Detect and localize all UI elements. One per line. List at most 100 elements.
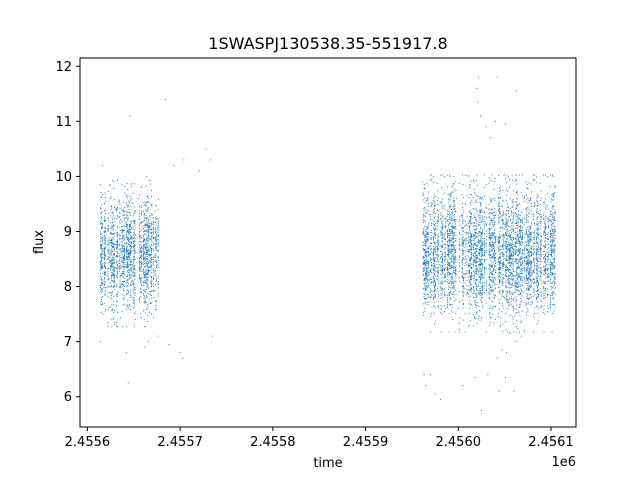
data-point: [101, 282, 104, 284]
data-point: [103, 216, 106, 218]
data-point: [507, 282, 509, 284]
data-point: [462, 222, 464, 224]
data-point: [458, 245, 460, 247]
data-point: [469, 215, 471, 218]
data-point: [458, 322, 461, 324]
data-point: [114, 309, 116, 311]
data-point: [139, 255, 141, 257]
data-point: [509, 274, 511, 276]
data-point: [489, 250, 491, 252]
data-point: [483, 252, 485, 254]
data-point: [423, 257, 426, 259]
data-point: [109, 261, 111, 263]
data-point: [157, 250, 159, 252]
data-point: [111, 262, 113, 264]
data-point: [488, 284, 490, 286]
data-point: [100, 255, 102, 257]
data-point: [503, 237, 505, 239]
data-point: [112, 222, 114, 224]
data-point: [493, 289, 495, 291]
data-point: [103, 284, 106, 286]
data-point: [514, 253, 516, 255]
data-point: [102, 296, 104, 298]
data-point: [472, 254, 474, 256]
data-point: [505, 270, 507, 272]
data-point: [507, 281, 510, 283]
data-point: [512, 246, 514, 248]
data-point: [146, 308, 148, 310]
data-point: [101, 291, 103, 293]
data-point: [422, 219, 424, 221]
data-point: [489, 222, 491, 224]
data-point: [510, 278, 513, 280]
data-point: [451, 278, 453, 280]
data-point: [130, 238, 133, 240]
data-point: [453, 247, 455, 249]
data-point: [426, 209, 428, 211]
data-point: [142, 239, 144, 241]
data-point: [435, 283, 437, 285]
data-point: [148, 208, 150, 210]
data-point: [133, 262, 135, 264]
data-point: [479, 197, 481, 199]
data-point: [440, 270, 442, 272]
data-point: [512, 240, 514, 242]
data-point: [126, 217, 128, 219]
data-point: [453, 218, 455, 220]
data-point: [433, 210, 435, 212]
data-point: [100, 296, 103, 298]
data-point: [112, 272, 114, 274]
data-point: [436, 277, 438, 279]
data-point: [111, 250, 114, 252]
data-point: [127, 270, 129, 272]
data-point: [474, 317, 476, 320]
data-point: [155, 264, 158, 266]
data-point: [123, 273, 125, 275]
data-point: [488, 234, 490, 237]
data-point: [155, 232, 157, 234]
data-point: [127, 188, 129, 191]
data-point: [507, 278, 509, 280]
data-point: [472, 271, 475, 273]
data-point: [134, 222, 136, 224]
data-point: [132, 202, 134, 205]
data-point: [455, 237, 457, 239]
data-point: [489, 238, 491, 240]
data-point: [432, 227, 434, 229]
data-point: [489, 217, 491, 219]
data-point: [116, 209, 118, 211]
data-point: [143, 216, 145, 219]
data-point: [132, 227, 134, 229]
data-point: [107, 296, 109, 298]
data-point: [147, 230, 149, 232]
data-point: [489, 197, 491, 199]
data-point: [470, 184, 472, 186]
data-point: [155, 260, 157, 262]
data-point: [478, 317, 480, 319]
data-point: [145, 204, 147, 206]
data-point: [154, 300, 156, 302]
data-point: [140, 211, 143, 213]
data-point: [455, 228, 457, 230]
data-point: [499, 249, 501, 251]
data-point: [426, 275, 428, 277]
data-point: [147, 273, 149, 275]
data-point: [459, 248, 461, 250]
data-point: [468, 250, 471, 252]
data-point: [493, 254, 496, 256]
data-point: [514, 180, 516, 182]
data-point: [494, 223, 496, 225]
data-point: [505, 258, 508, 260]
data-point: [430, 237, 432, 239]
data-point: [479, 249, 481, 252]
data-point: [130, 264, 132, 266]
data-point: [447, 278, 449, 281]
data-point: [515, 246, 517, 248]
data-point: [481, 253, 483, 255]
data-point: [476, 290, 478, 292]
data-point: [507, 262, 509, 264]
data-point: [433, 258, 435, 260]
data-point: [425, 240, 427, 242]
data-point: [132, 192, 134, 194]
data-point: [466, 289, 468, 291]
